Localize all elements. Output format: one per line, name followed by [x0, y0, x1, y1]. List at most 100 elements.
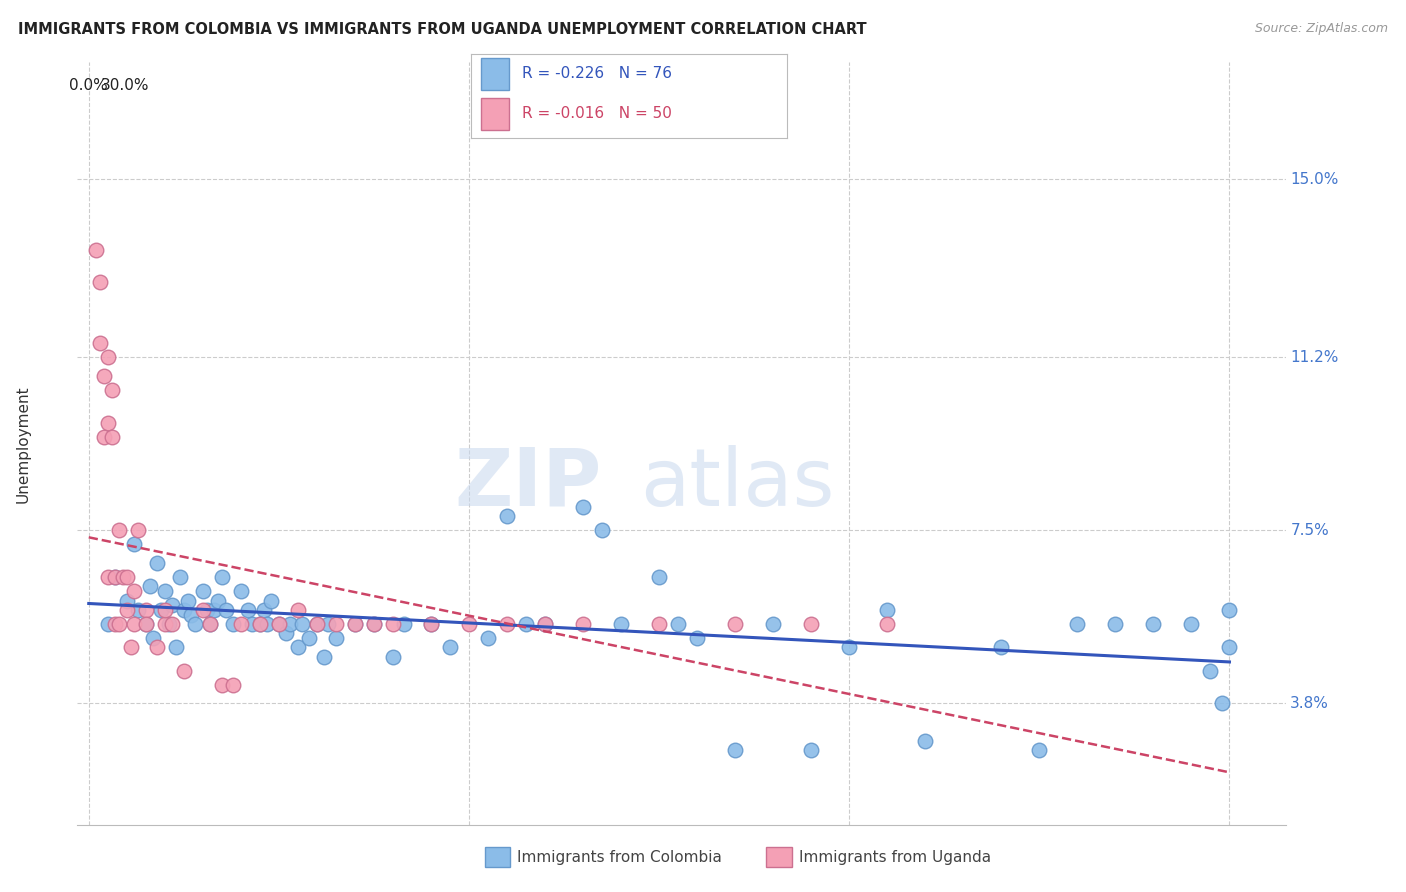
Point [363, 616, 385, 631]
Text: 3.8%: 3.8% [1291, 696, 1329, 711]
Point [191, 603, 214, 617]
Point [1180, 616, 1202, 631]
Point [240, 616, 263, 631]
Point [173, 664, 195, 678]
Point [305, 616, 328, 631]
Bar [481, 58, 509, 90]
Point [666, 616, 689, 631]
Point [104, 616, 127, 631]
Text: IMMIGRANTS FROM COLOMBIA VS IMMIGRANTS FROM UGANDA UNEMPLOYMENT CORRELATION CHAR: IMMIGRANTS FROM COLOMBIA VS IMMIGRANTS F… [18, 22, 868, 37]
Point [420, 616, 443, 631]
Point [207, 593, 229, 607]
Point [142, 631, 165, 645]
Point [394, 616, 416, 631]
Point [135, 616, 157, 631]
Point [135, 603, 157, 617]
Point [195, 603, 218, 617]
Point [127, 524, 149, 538]
Point [115, 593, 138, 607]
Point [249, 616, 271, 631]
Point [343, 616, 366, 631]
Point [249, 616, 271, 631]
Point [876, 616, 898, 631]
Point [591, 524, 613, 538]
Point [115, 603, 138, 617]
Text: R = -0.226   N = 76: R = -0.226 N = 76 [522, 66, 672, 81]
Point [724, 743, 747, 757]
Point [343, 616, 366, 631]
Point [89, 336, 111, 351]
Point [104, 570, 127, 584]
Point [124, 537, 146, 551]
Point [115, 570, 138, 584]
Point [111, 570, 134, 584]
Point [108, 524, 131, 538]
Point [534, 616, 557, 631]
Point [97, 616, 120, 631]
Text: Immigrants from Colombia: Immigrants from Colombia [517, 850, 723, 864]
Text: 15.0%: 15.0% [1291, 172, 1339, 187]
Point [363, 616, 385, 631]
Text: Source: ZipAtlas.com: Source: ZipAtlas.com [1254, 22, 1388, 36]
Point [104, 570, 127, 584]
Point [1142, 616, 1164, 631]
Text: Unemployment: Unemployment [15, 385, 31, 502]
Point [1218, 603, 1240, 617]
Point [97, 350, 120, 364]
Point [93, 368, 115, 383]
Point [153, 616, 176, 631]
Point [108, 616, 131, 631]
Point [1028, 743, 1050, 757]
Point [260, 593, 283, 607]
Point [800, 616, 823, 631]
Point [229, 584, 252, 599]
Point [381, 616, 404, 631]
Point [1104, 616, 1126, 631]
Point [515, 616, 537, 631]
Point [572, 500, 595, 514]
Point [1211, 697, 1233, 711]
Point [180, 607, 202, 622]
Text: Immigrants from Uganda: Immigrants from Uganda [799, 850, 991, 864]
Point [157, 616, 180, 631]
Point [287, 640, 309, 655]
Point [89, 276, 111, 290]
Point [162, 616, 184, 631]
Point [458, 616, 481, 631]
Point [176, 593, 198, 607]
Point [124, 616, 146, 631]
Point [420, 616, 443, 631]
Point [287, 603, 309, 617]
Point [572, 616, 595, 631]
Point [381, 649, 404, 664]
Point [305, 616, 328, 631]
Point [200, 616, 222, 631]
Point [214, 603, 236, 617]
Point [100, 383, 122, 397]
Point [496, 509, 519, 524]
Point [222, 678, 245, 692]
Point [202, 603, 225, 617]
Point [238, 603, 260, 617]
Point [914, 734, 936, 748]
Point [534, 616, 557, 631]
Point [477, 631, 499, 645]
Text: 7.5%: 7.5% [1291, 523, 1329, 538]
Point [97, 570, 120, 584]
Text: 30.0%: 30.0% [101, 78, 149, 93]
Point [298, 631, 321, 645]
Point [724, 616, 747, 631]
Point [149, 603, 172, 617]
Text: 0.0%: 0.0% [69, 78, 108, 93]
Point [211, 678, 233, 692]
Point [146, 556, 169, 570]
Point [686, 631, 709, 645]
Point [211, 570, 233, 584]
Point [648, 570, 671, 584]
Point [256, 616, 278, 631]
Bar [481, 97, 509, 130]
Point [200, 616, 222, 631]
Text: ZIP: ZIP [454, 444, 602, 523]
Point [162, 598, 184, 612]
Point [876, 603, 898, 617]
